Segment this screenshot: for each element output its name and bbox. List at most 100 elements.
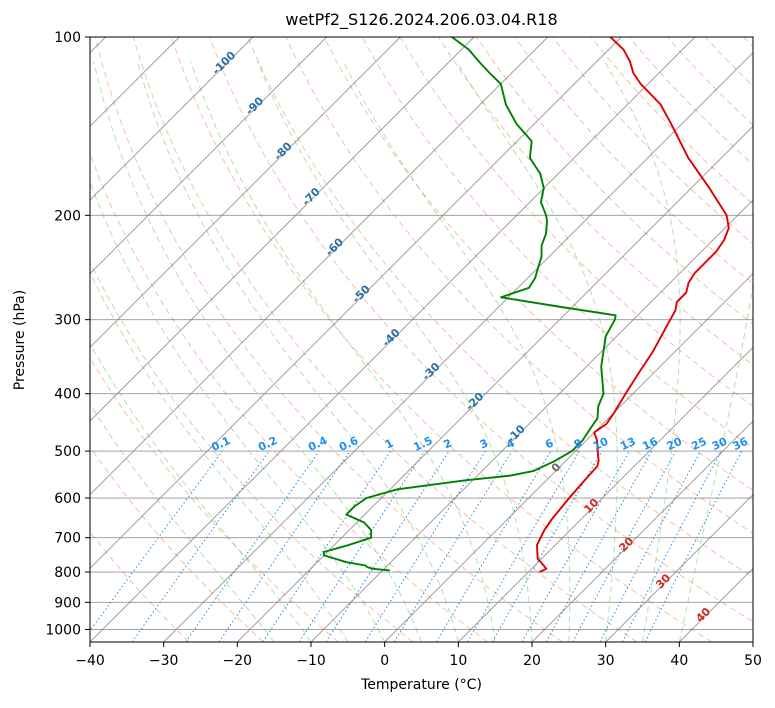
- dry-adiabat: [90, 531, 190, 642]
- moist-adiabat: [90, 180, 386, 642]
- moist-adiabat: [136, 61, 459, 642]
- dewpoint-line: [322, 37, 617, 572]
- dry-adiabat: [247, 37, 753, 578]
- dry-adiabat: [171, 37, 712, 642]
- dry-adiabat: [90, 152, 488, 642]
- isotherm-label: 30: [653, 571, 673, 591]
- x-tick-label: −40: [75, 653, 105, 669]
- x-tick-label: 30: [597, 653, 615, 669]
- dry-adiabat: [90, 356, 339, 642]
- x-tick-label: 0: [380, 653, 389, 669]
- y-tick-label: 100: [54, 30, 81, 46]
- isotherm-label: -70: [300, 185, 323, 208]
- x-tick-label: 40: [670, 653, 688, 669]
- isotherm-line: [90, 37, 696, 642]
- y-tick-label: 400: [54, 387, 81, 403]
- isotherm-line: [90, 37, 327, 275]
- mixing-ratio-label: 13: [618, 435, 637, 453]
- mixing-ratio-label: 36: [731, 435, 751, 453]
- moist-adiabat: [90, 342, 312, 642]
- mixing-ratio-label: 25: [689, 435, 708, 453]
- temperature-line: [536, 37, 730, 573]
- dry-adiabat: [743, 37, 753, 48]
- moist-adiabat: [456, 61, 618, 642]
- isotherm-line: [310, 199, 753, 642]
- dry-adiabat: [590, 37, 753, 205]
- mixing-ratio-label: 3: [478, 436, 490, 451]
- moist-adiabat: [257, 61, 533, 642]
- isotherm-label: 0: [549, 460, 564, 475]
- isotherm-line: [458, 346, 753, 642]
- isotherm-line: [90, 37, 401, 348]
- mixing-ratio-label: 10: [591, 435, 611, 453]
- axis-ticks: −40 −30 −20 −10 0 10 20 30 40 5010009008007006005…: [45, 30, 762, 669]
- moist-adiabat: [678, 280, 753, 642]
- moist-adiabat: [93, 61, 422, 642]
- dry-adiabat: [90, 260, 414, 642]
- x-tick-label: −20: [223, 653, 253, 669]
- isotherm-label: -30: [419, 360, 442, 383]
- y-tick-label: 600: [54, 491, 81, 507]
- mixing-ratio-line: [90, 450, 223, 632]
- background-lines: [90, 37, 753, 642]
- isotherm-label: -40: [380, 326, 403, 349]
- moist-adiabat: [190, 61, 496, 642]
- isotherm-line: [605, 494, 753, 642]
- isotherm-line: [90, 37, 475, 422]
- mixing-ratio-label: 30: [710, 435, 730, 453]
- mixing-ratio-line: [644, 450, 743, 642]
- plot-frame: [89, 36, 754, 643]
- dry-adiabat: [666, 37, 753, 126]
- isotherm-line: [90, 37, 548, 496]
- isotherm-line: [531, 420, 753, 642]
- mixing-ratio-line: [218, 450, 351, 642]
- mixing-ratio-line: [262, 450, 392, 642]
- x-tick-label: 50: [744, 653, 762, 669]
- isotherm-label: -20: [463, 390, 486, 413]
- x-tick-label: −10: [296, 653, 326, 669]
- chart-title: wetPf2_S126.2024.206.03.04.R18: [285, 10, 558, 29]
- isotherm-label: -90: [243, 94, 266, 117]
- dry-adiabat: [514, 37, 753, 285]
- moist-adiabat: [90, 403, 275, 642]
- grid-lines: [90, 37, 753, 642]
- dry-adiabat: [437, 37, 753, 366]
- y-tick-label: 500: [54, 444, 81, 460]
- x-tick-label: −30: [149, 653, 179, 669]
- mixing-ratio-line: [521, 450, 630, 642]
- dry-adiabat: [323, 37, 753, 491]
- moist-adiabat: [604, 61, 681, 642]
- mixing-ratio-line: [185, 450, 320, 642]
- mixing-ratio-line: [298, 450, 425, 642]
- profile-lines: [322, 37, 730, 573]
- mixing-ratio-line: [545, 450, 653, 642]
- isotherm-label: -80: [271, 139, 294, 162]
- dry-adiabat: [90, 446, 264, 642]
- mixing-ratio-line: [435, 450, 552, 642]
- mixing-ratio-line: [131, 450, 270, 642]
- y-tick-label: 700: [54, 531, 81, 547]
- y-tick-label: 1000: [45, 622, 81, 638]
- isotherm-label: 40: [693, 605, 713, 625]
- dry-adiabat: [704, 37, 753, 87]
- isotherm-line: [384, 273, 753, 642]
- y-tick-label: 200: [54, 208, 81, 224]
- isotherm-line: [90, 37, 254, 201]
- mixing-ratio-line: [325, 450, 450, 642]
- x-tick-label: 20: [523, 653, 541, 669]
- mixing-ratio-line: [467, 450, 580, 642]
- dry-adiabat: [132, 37, 638, 642]
- dry-adiabat: [399, 37, 753, 407]
- isotherm-label: 10: [581, 496, 601, 516]
- y-tick-label: 300: [54, 313, 81, 329]
- isotherm-line: [237, 125, 753, 642]
- mixing-ratio-label: 20: [665, 435, 685, 453]
- isotherm-line: [679, 567, 753, 642]
- mixing-ratio-label: 6: [543, 436, 556, 451]
- mixing-ratio-line: [572, 450, 677, 642]
- mixing-ratio-line: [599, 450, 701, 642]
- isotherm-label: -60: [323, 235, 346, 258]
- x-axis-label: Temperature (°C): [361, 677, 482, 693]
- mixing-ratio-label: 2: [442, 436, 454, 451]
